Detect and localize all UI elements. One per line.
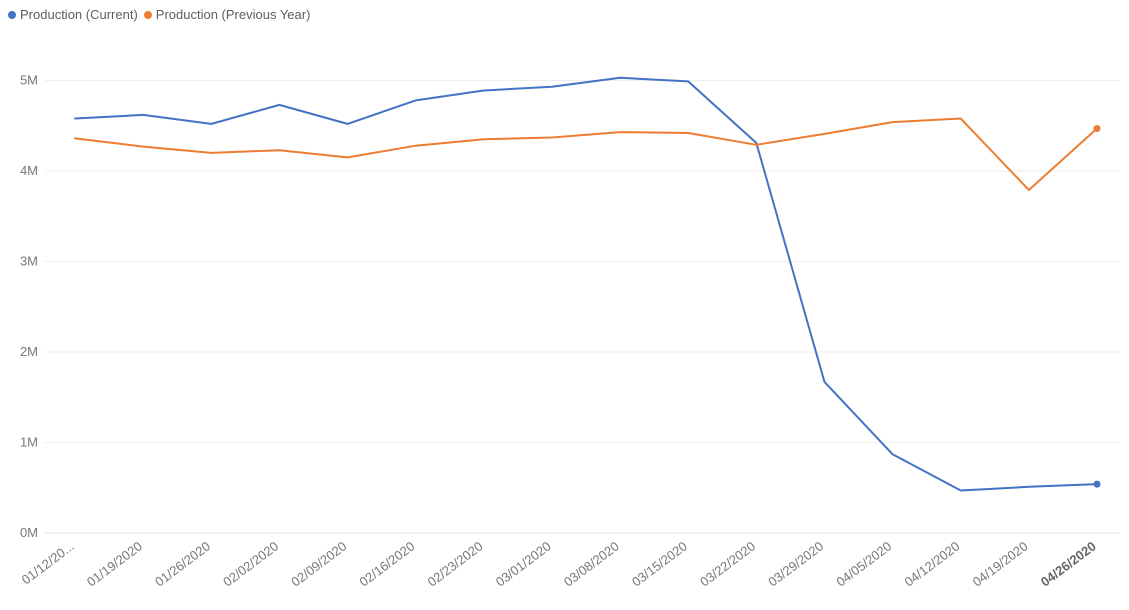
x-tick-label: 03/22/2020 <box>697 538 758 589</box>
x-tick-label: 03/29/2020 <box>765 538 826 589</box>
legend-item-previous[interactable]: Production (Previous Year) <box>143 7 311 22</box>
data-point-current <box>1093 480 1101 488</box>
x-tick-label: 04/05/2020 <box>833 538 894 589</box>
legend-dot-previous <box>143 10 152 19</box>
y-tick-label: 1M <box>20 435 38 450</box>
x-tick-label: 01/12/20... <box>19 538 77 587</box>
x-tick-label: 02/23/2020 <box>425 538 486 589</box>
y-tick-label: 0M <box>20 525 38 540</box>
y-tick-label: 3M <box>20 254 38 269</box>
series-line-current <box>74 76 1098 492</box>
x-tick-label: 04/26/2020 <box>1038 538 1099 589</box>
x-tick-label: 02/16/2020 <box>356 538 417 589</box>
x-tick-label: 03/01/2020 <box>493 538 554 589</box>
x-tick-label: 03/15/2020 <box>629 538 690 589</box>
x-tick-label: 02/09/2020 <box>288 538 349 589</box>
chart-legend: Production (Current) Production (Previou… <box>8 7 312 22</box>
x-tick-label: 04/19/2020 <box>970 538 1031 589</box>
legend-label-previous: Production (Previous Year) <box>155 7 311 22</box>
x-tick-label: 03/08/2020 <box>561 538 622 589</box>
y-tick-label: 4M <box>20 163 38 178</box>
x-tick-label: 04/12/2020 <box>902 538 963 589</box>
data-point-previous <box>1093 124 1101 132</box>
x-tick-label: 01/19/2020 <box>84 538 145 589</box>
x-tick-label: 02/02/2020 <box>220 538 281 589</box>
y-tick-label: 2M <box>20 344 38 359</box>
legend-label-current: Production (Current) <box>20 7 138 22</box>
legend-item-current[interactable]: Production (Current) <box>8 7 138 22</box>
y-tick-label: 5M <box>20 73 38 88</box>
legend-dot-current <box>8 10 16 19</box>
series-line-previous <box>74 117 1098 191</box>
x-tick-label: 01/26/2020 <box>152 538 213 589</box>
